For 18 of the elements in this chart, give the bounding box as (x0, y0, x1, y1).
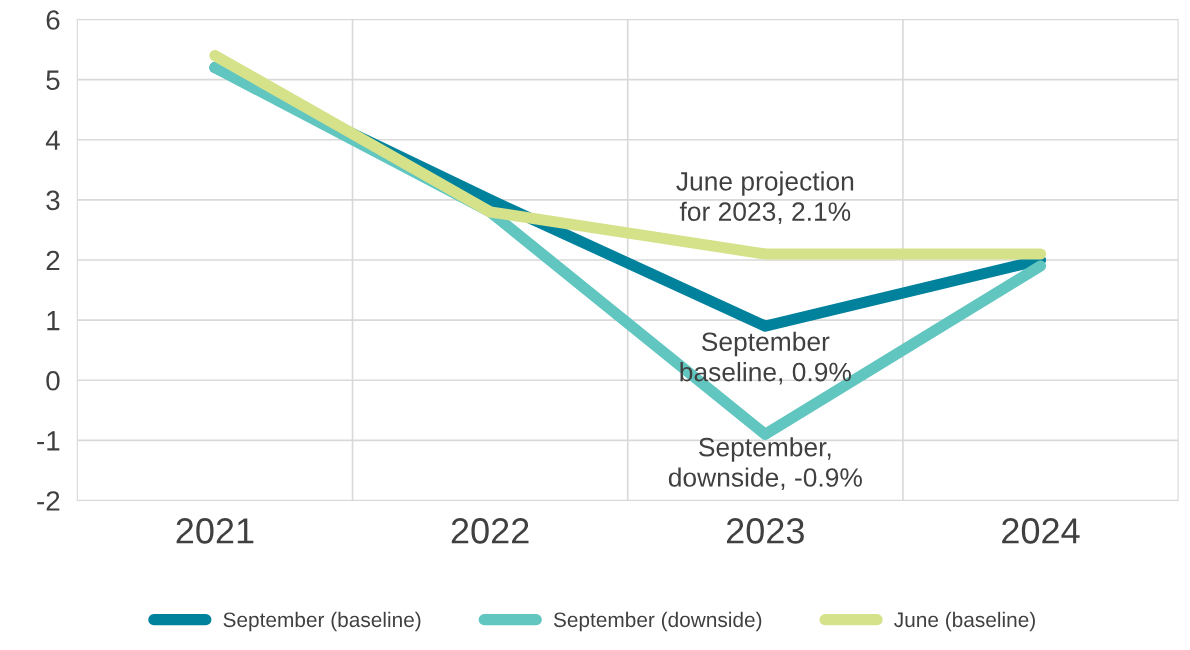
y-tick-label: 2 (46, 250, 60, 271)
x-tick-label: 2023 (726, 518, 804, 544)
x-tick-label: 2022 (451, 518, 529, 544)
y-tick-label: 3 (46, 190, 60, 211)
y-tick-label: 1 (47, 311, 60, 331)
y-tick-label: 5 (46, 70, 60, 90)
legend-label: September (downside) (553, 611, 762, 632)
annotation: June projection for 2023, 2.1% (676, 171, 854, 225)
x-tick-label: 2024 (1002, 518, 1080, 544)
y-tick-label: 4 (45, 130, 60, 150)
x-tick-label: 2021 (176, 518, 254, 544)
legend-label: September (baseline) (223, 611, 421, 632)
y-tick-label: -2 (37, 491, 60, 511)
legend-label: June (baseline) (894, 611, 1035, 632)
y-tick-label: 6 (46, 10, 60, 30)
y-tick-label: -1 (37, 431, 60, 451)
y-tick-label: 0 (46, 370, 60, 391)
annotation: September, downside, -0.9% (668, 437, 862, 490)
